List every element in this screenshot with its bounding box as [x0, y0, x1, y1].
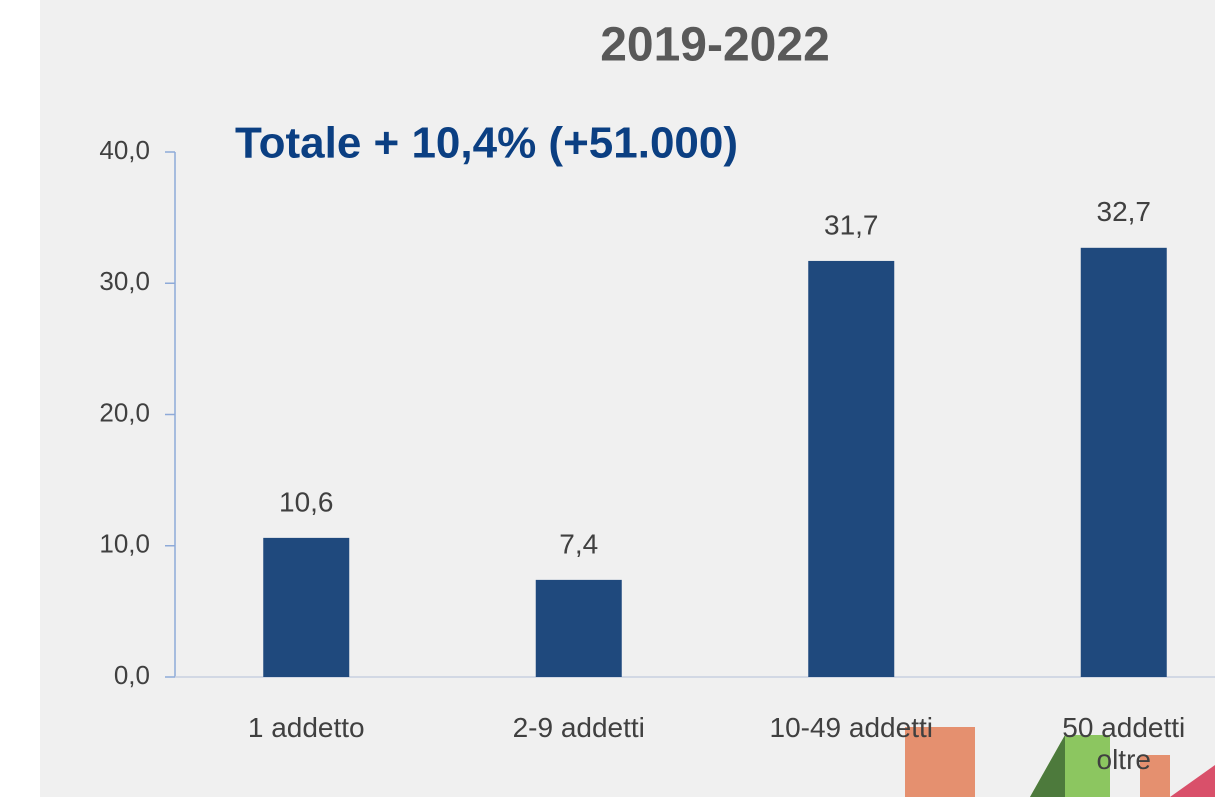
x-tick-label: 1 addetto — [247, 712, 365, 743]
data-label: 31,7 — [824, 209, 879, 240]
bar — [1080, 247, 1167, 677]
y-tick-label: 20,0 — [99, 397, 150, 427]
annotation: Totale + 10,4% (+51.000) — [235, 119, 738, 168]
y-tick-label: 30,0 — [99, 266, 150, 296]
decoration — [1030, 735, 1065, 797]
bar — [263, 537, 350, 677]
chart-title: 2019-2022 — [600, 19, 830, 72]
data-label: 7,4 — [559, 528, 598, 559]
bar — [535, 579, 622, 677]
decoration — [1140, 755, 1170, 797]
y-tick-label: 10,0 — [99, 529, 150, 559]
chart-background — [40, 0, 1215, 797]
decoration — [1170, 765, 1215, 797]
data-label: 10,6 — [279, 486, 334, 517]
decoration — [905, 727, 975, 797]
y-tick-label: 40,0 — [99, 135, 150, 165]
y-tick-label: 0,0 — [114, 660, 150, 690]
x-tick-label: 10-49 addetti — [769, 712, 933, 743]
x-tick-label: 50 addetti oltre — [1062, 712, 1186, 775]
data-label: 32,7 — [1097, 196, 1152, 227]
x-tick-label: 2-9 addetti — [512, 712, 645, 743]
bar — [808, 260, 895, 677]
